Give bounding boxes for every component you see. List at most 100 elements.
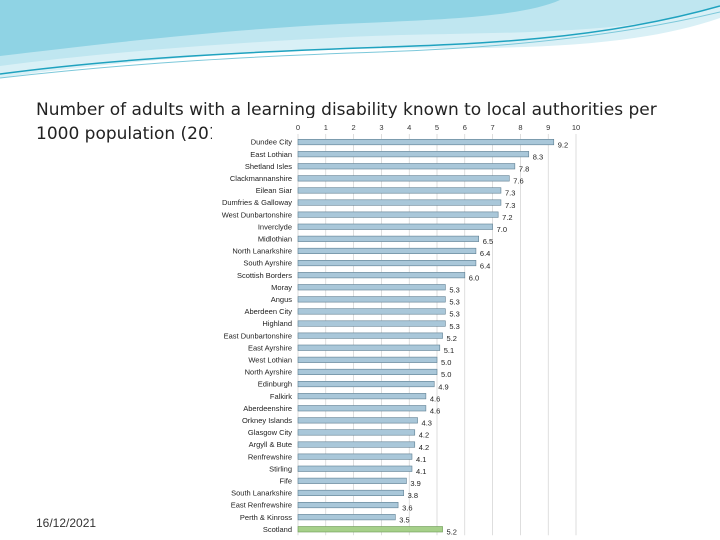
slide-title: Number of adults with a learning disabil…: [36, 100, 657, 144]
value-label: 5.0: [441, 358, 451, 367]
category-label: West Lothian: [248, 355, 292, 364]
header-wave-dark: [0, 0, 560, 56]
bar: [297, 514, 396, 521]
category-label: Inverclyde: [258, 222, 292, 231]
category-label: Highland: [262, 319, 292, 328]
value-label: 3.6: [402, 503, 412, 512]
category-label: Aberdeenshire: [243, 404, 292, 413]
bar: [297, 380, 435, 388]
category-label: West Dunbartonshire: [222, 210, 292, 219]
category-label: East Renfrewshire: [231, 501, 292, 510]
value-label: 7.6: [513, 177, 523, 186]
x-tick-label: 0: [296, 123, 300, 132]
category-label: North Lanarkshire: [232, 247, 292, 256]
category-label: North Ayrshire: [245, 368, 292, 377]
x-tick-label: 1: [324, 123, 328, 132]
value-label: 9.2: [558, 140, 568, 149]
category-label: Stirling: [269, 464, 292, 473]
bar: [297, 441, 416, 448]
bar: [297, 272, 466, 279]
bar: [297, 175, 510, 182]
bar: [297, 465, 413, 472]
category-label: East Dunbartonshire: [224, 331, 292, 340]
bar: [297, 163, 516, 170]
value-label: 5.3: [449, 285, 459, 294]
bar: [297, 501, 399, 509]
value-label: 3.8: [408, 491, 418, 500]
value-label: 6.4: [480, 261, 490, 270]
bar: [297, 344, 441, 351]
category-label: Falkirk: [270, 392, 292, 401]
value-label: 5.3: [449, 310, 459, 319]
bar: [297, 199, 502, 206]
value-label: 7.3: [505, 189, 515, 198]
bar: [297, 308, 446, 315]
category-label: Scotland: [263, 525, 292, 534]
category-label: East Lothian: [250, 150, 292, 159]
value-label: 5.0: [441, 370, 451, 379]
value-label: 5.1: [444, 346, 454, 355]
category-label: Glasgow City: [248, 428, 292, 437]
bar-highlight: [297, 526, 443, 533]
x-tick-label: 5: [435, 123, 439, 132]
category-label: East Ayrshire: [248, 343, 292, 352]
value-label: 4.9: [438, 382, 448, 391]
x-tick-label: 8: [518, 123, 522, 132]
value-label: 4.6: [430, 394, 440, 403]
bar: [297, 247, 477, 254]
bar: [297, 284, 446, 291]
category-label: Renfrewshire: [248, 452, 292, 461]
category-label: South Lanarkshire: [231, 489, 292, 498]
value-label: 5.2: [447, 527, 457, 536]
category-label: Edinburgh: [258, 380, 292, 389]
bar: [297, 223, 493, 230]
bar: [297, 356, 438, 363]
bar: [297, 235, 479, 242]
bar: [297, 151, 530, 158]
bar: [297, 368, 438, 375]
category-label: South Ayrshire: [243, 259, 292, 268]
bar: [297, 320, 446, 327]
category-label: Fife: [279, 476, 292, 485]
category-label: Angus: [271, 295, 293, 304]
value-label: 5.2: [447, 334, 457, 343]
x-tick-label: 3: [379, 123, 383, 132]
header-swoosh-line: [0, 5, 720, 75]
bar-chart: 0 1 2 3 4 5 6 7 8 9 10 Dundee City 9.2 East Lothian 8.…: [222, 123, 580, 536]
value-label: 6.4: [480, 249, 490, 258]
category-label: Argyll & Bute: [249, 440, 292, 449]
value-label: 4.2: [419, 443, 429, 452]
category-label: Dundee City: [251, 138, 293, 147]
value-label: 5.3: [449, 322, 459, 331]
category-label: Shetland Isles: [245, 162, 292, 171]
category-label: Eilean Siar: [256, 186, 293, 195]
value-label: 4.1: [416, 455, 426, 464]
value-label: 5.3: [449, 298, 459, 307]
category-label: Perth & Kinross: [240, 513, 292, 522]
value-label: 4.3: [422, 419, 432, 428]
bar: [297, 477, 407, 484]
bar: [297, 296, 446, 303]
value-label: 4.2: [419, 431, 429, 440]
category-label: Dumfries & Galloway: [222, 198, 292, 207]
value-label: 4.6: [430, 406, 440, 415]
category-label: Moray: [271, 283, 292, 292]
x-tick-label: 4: [407, 123, 411, 132]
value-label: 7.2: [502, 213, 512, 222]
x-tick-label: 2: [352, 123, 356, 132]
category-label: Scottish Borders: [237, 271, 292, 280]
category-label: Aberdeen City: [244, 307, 292, 316]
value-label: 3.5: [399, 515, 409, 524]
x-tick-label: 9: [546, 123, 550, 132]
value-label: 7.3: [505, 201, 515, 210]
bar: [297, 393, 427, 400]
value-label: 6.0: [469, 273, 479, 282]
bar: [297, 187, 502, 194]
x-tick-label: 10: [572, 123, 580, 132]
bar: [297, 211, 499, 218]
x-tick-label: 7: [491, 123, 495, 132]
bar: [297, 453, 413, 460]
bar: [297, 138, 555, 146]
bar: [297, 332, 443, 339]
